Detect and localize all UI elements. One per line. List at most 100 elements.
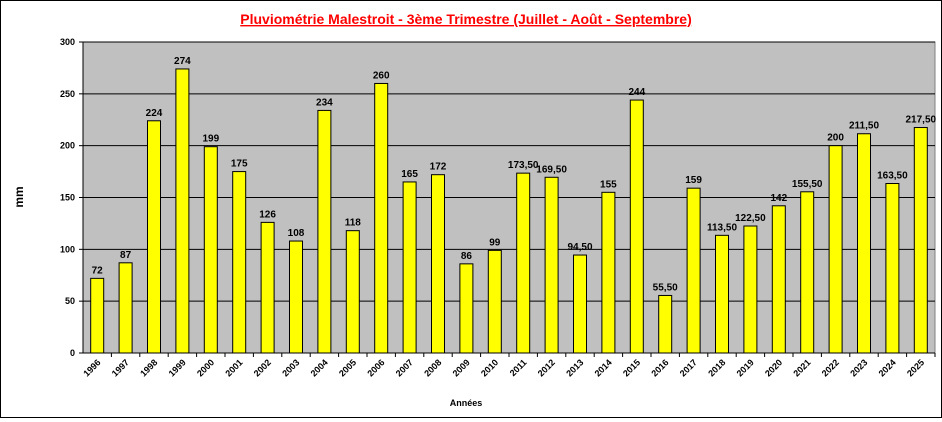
x-tick-label: 2023 xyxy=(848,357,869,378)
x-tick-label: 1998 xyxy=(138,357,159,378)
data-label: 87 xyxy=(120,250,132,261)
data-label: 169,50 xyxy=(536,164,567,175)
data-label: 163,50 xyxy=(877,171,908,182)
bar-2020 xyxy=(771,205,786,354)
bar-2001 xyxy=(232,171,247,354)
y-tick-label: 250 xyxy=(60,89,75,99)
bar-2009 xyxy=(459,263,474,354)
bar-1997 xyxy=(118,262,133,354)
data-label: 165 xyxy=(401,169,418,180)
data-label: 86 xyxy=(461,251,473,262)
x-tick-label: 2021 xyxy=(791,357,812,378)
y-tick-label: 200 xyxy=(60,141,75,151)
x-tick-label: 2014 xyxy=(593,357,614,378)
data-label: 175 xyxy=(231,159,248,170)
bar-2004 xyxy=(317,109,332,354)
bar-2022 xyxy=(828,145,843,354)
x-tick-label: 2024 xyxy=(877,357,898,378)
bar-2000 xyxy=(203,146,218,354)
bar-2019 xyxy=(743,225,758,354)
y-tick-label: 150 xyxy=(60,193,75,203)
x-tick-label: 1996 xyxy=(81,357,102,378)
x-axis-label: Années xyxy=(450,398,483,408)
data-label: 234 xyxy=(316,97,333,108)
data-label: 99 xyxy=(489,237,501,248)
data-label: 274 xyxy=(174,56,191,67)
data-label: 55,50 xyxy=(653,282,678,293)
x-tick-label: 2025 xyxy=(905,357,926,378)
data-label: 217,50 xyxy=(906,115,937,126)
data-label: 200 xyxy=(827,133,844,144)
y-tick-label: 0 xyxy=(70,348,75,358)
bar-1996 xyxy=(90,277,105,354)
x-tick-label: 2007 xyxy=(394,357,415,378)
x-tick-label: 2009 xyxy=(451,357,472,378)
x-tick-label: 2008 xyxy=(422,357,443,378)
bar-2013 xyxy=(573,254,587,354)
bar-1998 xyxy=(147,120,161,354)
data-label: 113,50 xyxy=(707,222,737,233)
x-tick-label: 2022 xyxy=(820,357,841,378)
x-tick-label: 2015 xyxy=(621,357,642,378)
bar-2014 xyxy=(601,191,616,354)
data-label: 126 xyxy=(259,209,276,220)
x-tick-label: 2016 xyxy=(649,357,670,378)
x-tick-label: 2003 xyxy=(280,357,301,378)
bar-1999 xyxy=(175,68,190,354)
bar-2023 xyxy=(857,133,871,354)
bar-2012 xyxy=(544,176,559,354)
data-label: 173,50 xyxy=(508,160,539,171)
x-tick-label: 2006 xyxy=(365,357,386,378)
bar-2003 xyxy=(289,240,303,354)
data-label: 211,50 xyxy=(849,121,879,132)
data-label: 244 xyxy=(628,87,645,98)
bar-2025 xyxy=(913,127,928,354)
data-label: 260 xyxy=(373,70,390,81)
x-tick-label: 2012 xyxy=(536,357,557,378)
data-label: 172 xyxy=(430,162,447,173)
x-tick-label: 2013 xyxy=(564,357,585,378)
data-label: 224 xyxy=(146,108,163,119)
y-tick-label: 300 xyxy=(60,37,75,47)
x-tick-label: 2001 xyxy=(223,357,244,378)
x-tick-label: 1999 xyxy=(167,357,188,378)
bar-2007 xyxy=(402,181,417,354)
data-label: 118 xyxy=(345,218,362,229)
x-tick-label: 2004 xyxy=(309,357,330,378)
data-label: 155,50 xyxy=(792,179,823,190)
y-tick-label: 100 xyxy=(60,244,75,254)
bar-2017 xyxy=(686,187,701,354)
y-axis-label: mm xyxy=(12,186,26,207)
bar-2011 xyxy=(516,172,531,354)
bar-2018 xyxy=(715,234,729,354)
x-tick-label: 2005 xyxy=(337,357,358,378)
bar-2024 xyxy=(885,183,900,354)
data-label: 108 xyxy=(288,228,305,239)
data-label: 199 xyxy=(202,134,219,145)
chart-title: Pluviométrie Malestroit - 3ème Trimestre… xyxy=(240,11,691,27)
x-tick-label: 1997 xyxy=(110,357,131,378)
x-tick-label: 2020 xyxy=(763,357,784,378)
x-tick-label: 2000 xyxy=(195,357,216,378)
x-tick-label: 2010 xyxy=(479,357,500,378)
bar-2021 xyxy=(800,191,815,354)
data-label: 94,50 xyxy=(567,242,592,253)
bar-2008 xyxy=(431,174,445,354)
bar-2006 xyxy=(374,82,389,354)
x-tick-label: 2017 xyxy=(678,357,699,378)
x-tick-label: 2019 xyxy=(735,357,756,378)
data-label: 72 xyxy=(92,265,104,276)
bar-2005 xyxy=(345,230,360,354)
x-tick-label: 2011 xyxy=(508,357,529,378)
data-label: 159 xyxy=(685,175,702,186)
data-label: 122,50 xyxy=(735,213,766,224)
x-tick-label: 2018 xyxy=(706,357,727,378)
data-label: 142 xyxy=(770,193,787,204)
bar-2002 xyxy=(260,221,275,354)
bar-2010 xyxy=(487,249,502,354)
bar-2015 xyxy=(629,99,644,354)
data-label: 155 xyxy=(600,179,617,190)
bar-2016 xyxy=(658,294,673,354)
